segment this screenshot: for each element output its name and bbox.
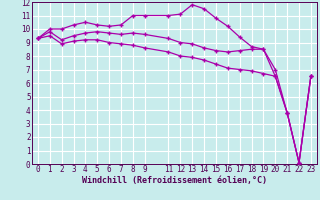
X-axis label: Windchill (Refroidissement éolien,°C): Windchill (Refroidissement éolien,°C): [82, 176, 267, 185]
